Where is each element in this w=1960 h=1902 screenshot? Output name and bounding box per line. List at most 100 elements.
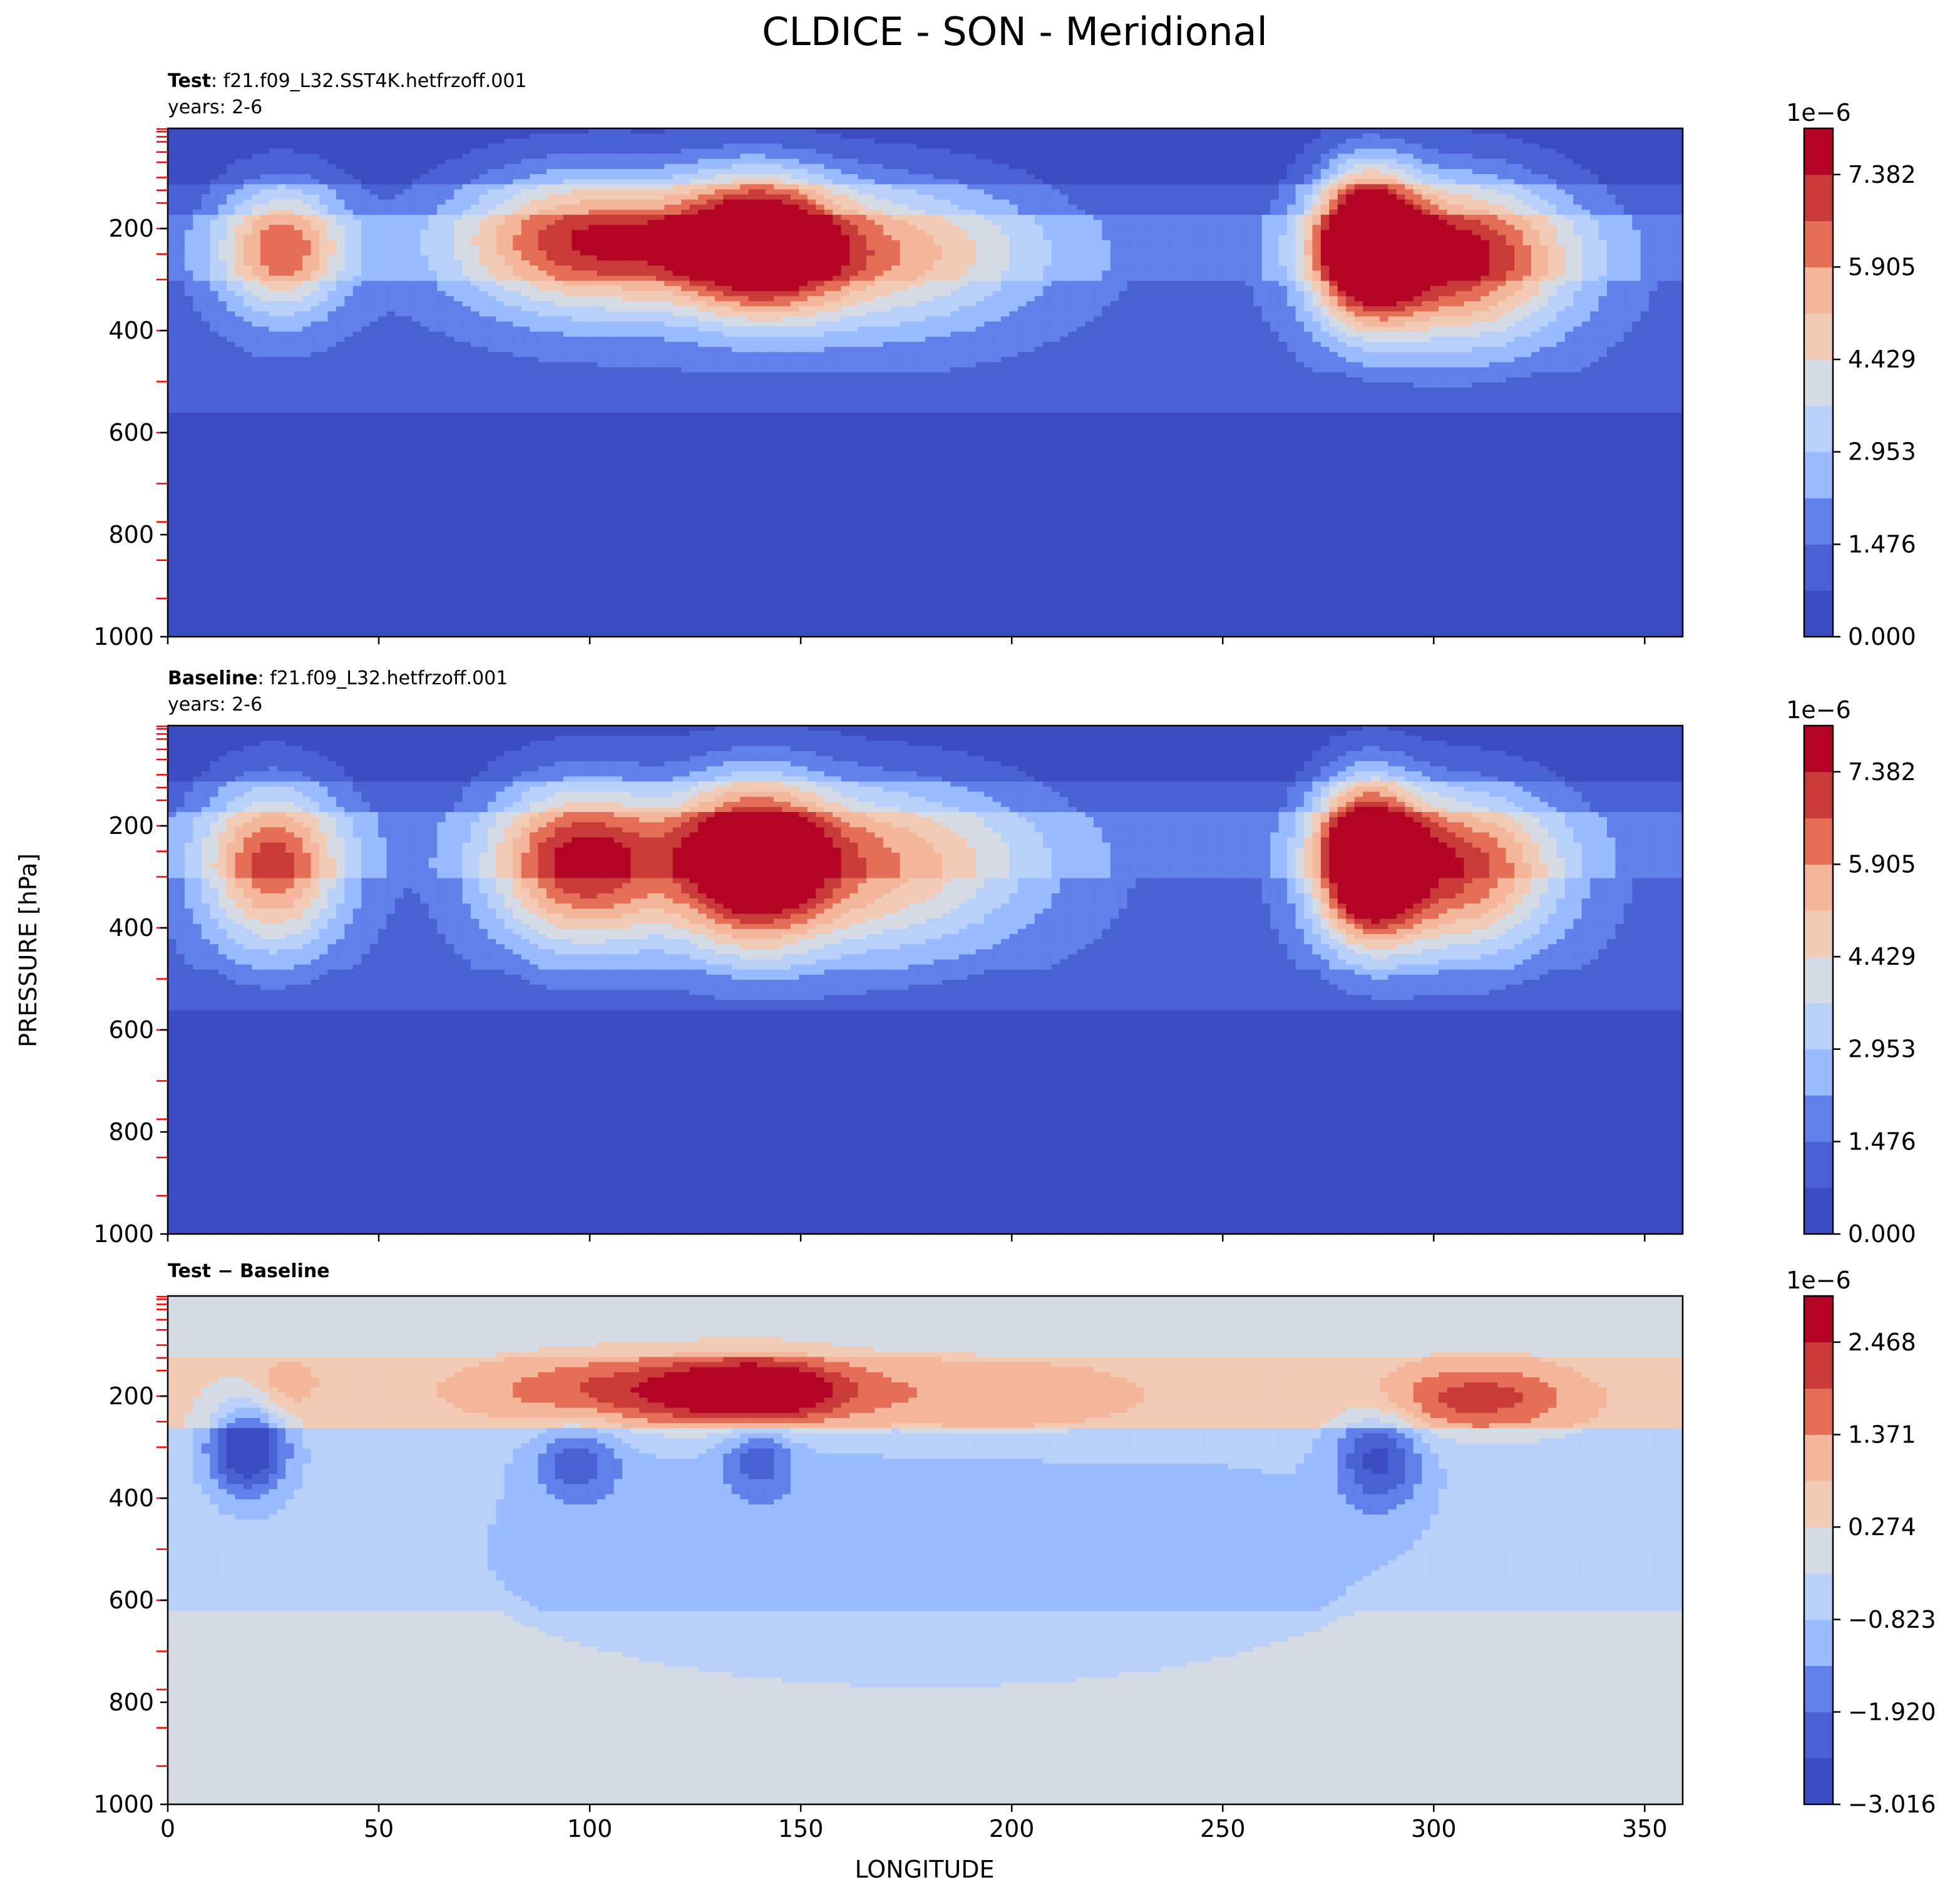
contour-cell	[732, 184, 741, 190]
contour-cell	[1556, 128, 1565, 134]
contour-cell	[387, 143, 396, 149]
contour-cell	[327, 215, 336, 220]
contour-cell	[1573, 200, 1582, 205]
contour-cell	[967, 128, 976, 134]
contour-cell	[1136, 200, 1144, 205]
contour-cell	[1472, 195, 1481, 200]
contour-cell	[277, 200, 286, 205]
contour-cell	[1666, 143, 1675, 149]
contour-cell	[849, 215, 858, 220]
contour-cell	[1363, 225, 1372, 230]
contour-cell	[984, 200, 993, 205]
contour-cell	[1169, 184, 1178, 190]
contour-cell	[277, 205, 286, 210]
contour-cell	[908, 215, 917, 220]
contour-cell	[1001, 184, 1010, 190]
contour-cell	[1372, 148, 1380, 154]
contour-cell	[1279, 148, 1288, 154]
contour-cell	[816, 179, 824, 185]
contour-cell	[580, 225, 589, 230]
contour-cell	[1548, 159, 1557, 165]
contour-cell	[1338, 179, 1347, 185]
contour-cell	[950, 220, 959, 225]
contour-cell	[1152, 164, 1161, 170]
contour-cell	[1161, 205, 1169, 210]
contour-cell	[1194, 169, 1203, 175]
contour-cell	[605, 210, 614, 215]
contour-cell	[1094, 215, 1102, 220]
contour-cell	[1472, 159, 1481, 165]
contour-cell	[302, 169, 311, 175]
contour-cell	[1380, 225, 1388, 230]
contour-cell	[580, 164, 589, 170]
contour-cell	[1624, 184, 1633, 190]
contour-cell	[639, 164, 648, 170]
contour-cell	[471, 169, 480, 175]
contour-cell	[1144, 133, 1153, 139]
contour-cell	[1228, 205, 1237, 210]
contour-cell	[723, 154, 732, 160]
contour-cell	[471, 154, 480, 160]
contour-cell	[1539, 138, 1548, 144]
contour-cell	[463, 179, 471, 185]
contour-cell	[260, 184, 269, 190]
contour-cell	[1548, 179, 1557, 185]
contour-cell	[1388, 143, 1397, 149]
contour-cell	[690, 164, 699, 170]
contour-cell	[530, 164, 538, 170]
contour-cell	[1489, 195, 1498, 200]
contour-cell	[681, 200, 690, 205]
contour-cell	[235, 189, 244, 195]
contour-cell	[302, 205, 311, 210]
contour-cell	[883, 164, 892, 170]
contour-cell	[875, 169, 883, 175]
contour-cell	[849, 195, 858, 200]
contour-cell	[1363, 128, 1372, 134]
contour-cell	[252, 205, 260, 210]
contour-cell	[327, 210, 336, 215]
contour-cell	[454, 225, 463, 230]
contour-cell	[849, 200, 858, 205]
contour-cell	[1094, 189, 1102, 195]
contour-cell	[723, 215, 732, 220]
contour-cell	[403, 230, 412, 235]
contour-cell	[1497, 174, 1506, 180]
contour-cell	[791, 143, 799, 149]
contour-cell	[1111, 133, 1119, 139]
contour-cell	[176, 138, 185, 144]
contour-cell	[302, 200, 311, 205]
contour-cell	[1169, 154, 1178, 160]
contour-cell	[891, 179, 900, 185]
contour-cell	[605, 148, 614, 154]
contour-cell	[698, 128, 707, 134]
contour-cell	[1127, 154, 1136, 160]
contour-cell	[1649, 148, 1658, 154]
contour-cell	[883, 210, 892, 215]
contour-cell	[437, 143, 446, 149]
contour-cell	[630, 133, 639, 139]
contour-cell	[1144, 174, 1153, 180]
contour-cell	[546, 143, 555, 149]
contour-cell	[555, 195, 563, 200]
contour-cell	[1152, 189, 1161, 195]
contour-cell	[1666, 215, 1675, 220]
contour-cell	[630, 138, 639, 144]
contour-cell	[1455, 138, 1464, 144]
contour-cell	[311, 215, 320, 220]
contour-cell	[766, 133, 774, 139]
contour-cell	[1009, 179, 1018, 185]
contour-cell	[1397, 220, 1405, 225]
contour-cell	[1480, 138, 1489, 144]
contour-cell	[1119, 128, 1127, 134]
contour-cell	[530, 220, 538, 225]
contour-cell	[521, 138, 530, 144]
contour-cell	[168, 230, 177, 235]
contour-cell	[917, 230, 926, 235]
contour-cell	[1641, 143, 1650, 149]
contour-cell	[1052, 205, 1060, 210]
contour-cell	[908, 159, 917, 165]
contour-cell	[605, 143, 614, 149]
contour-cell	[1447, 225, 1456, 230]
contour-cell	[706, 174, 715, 180]
